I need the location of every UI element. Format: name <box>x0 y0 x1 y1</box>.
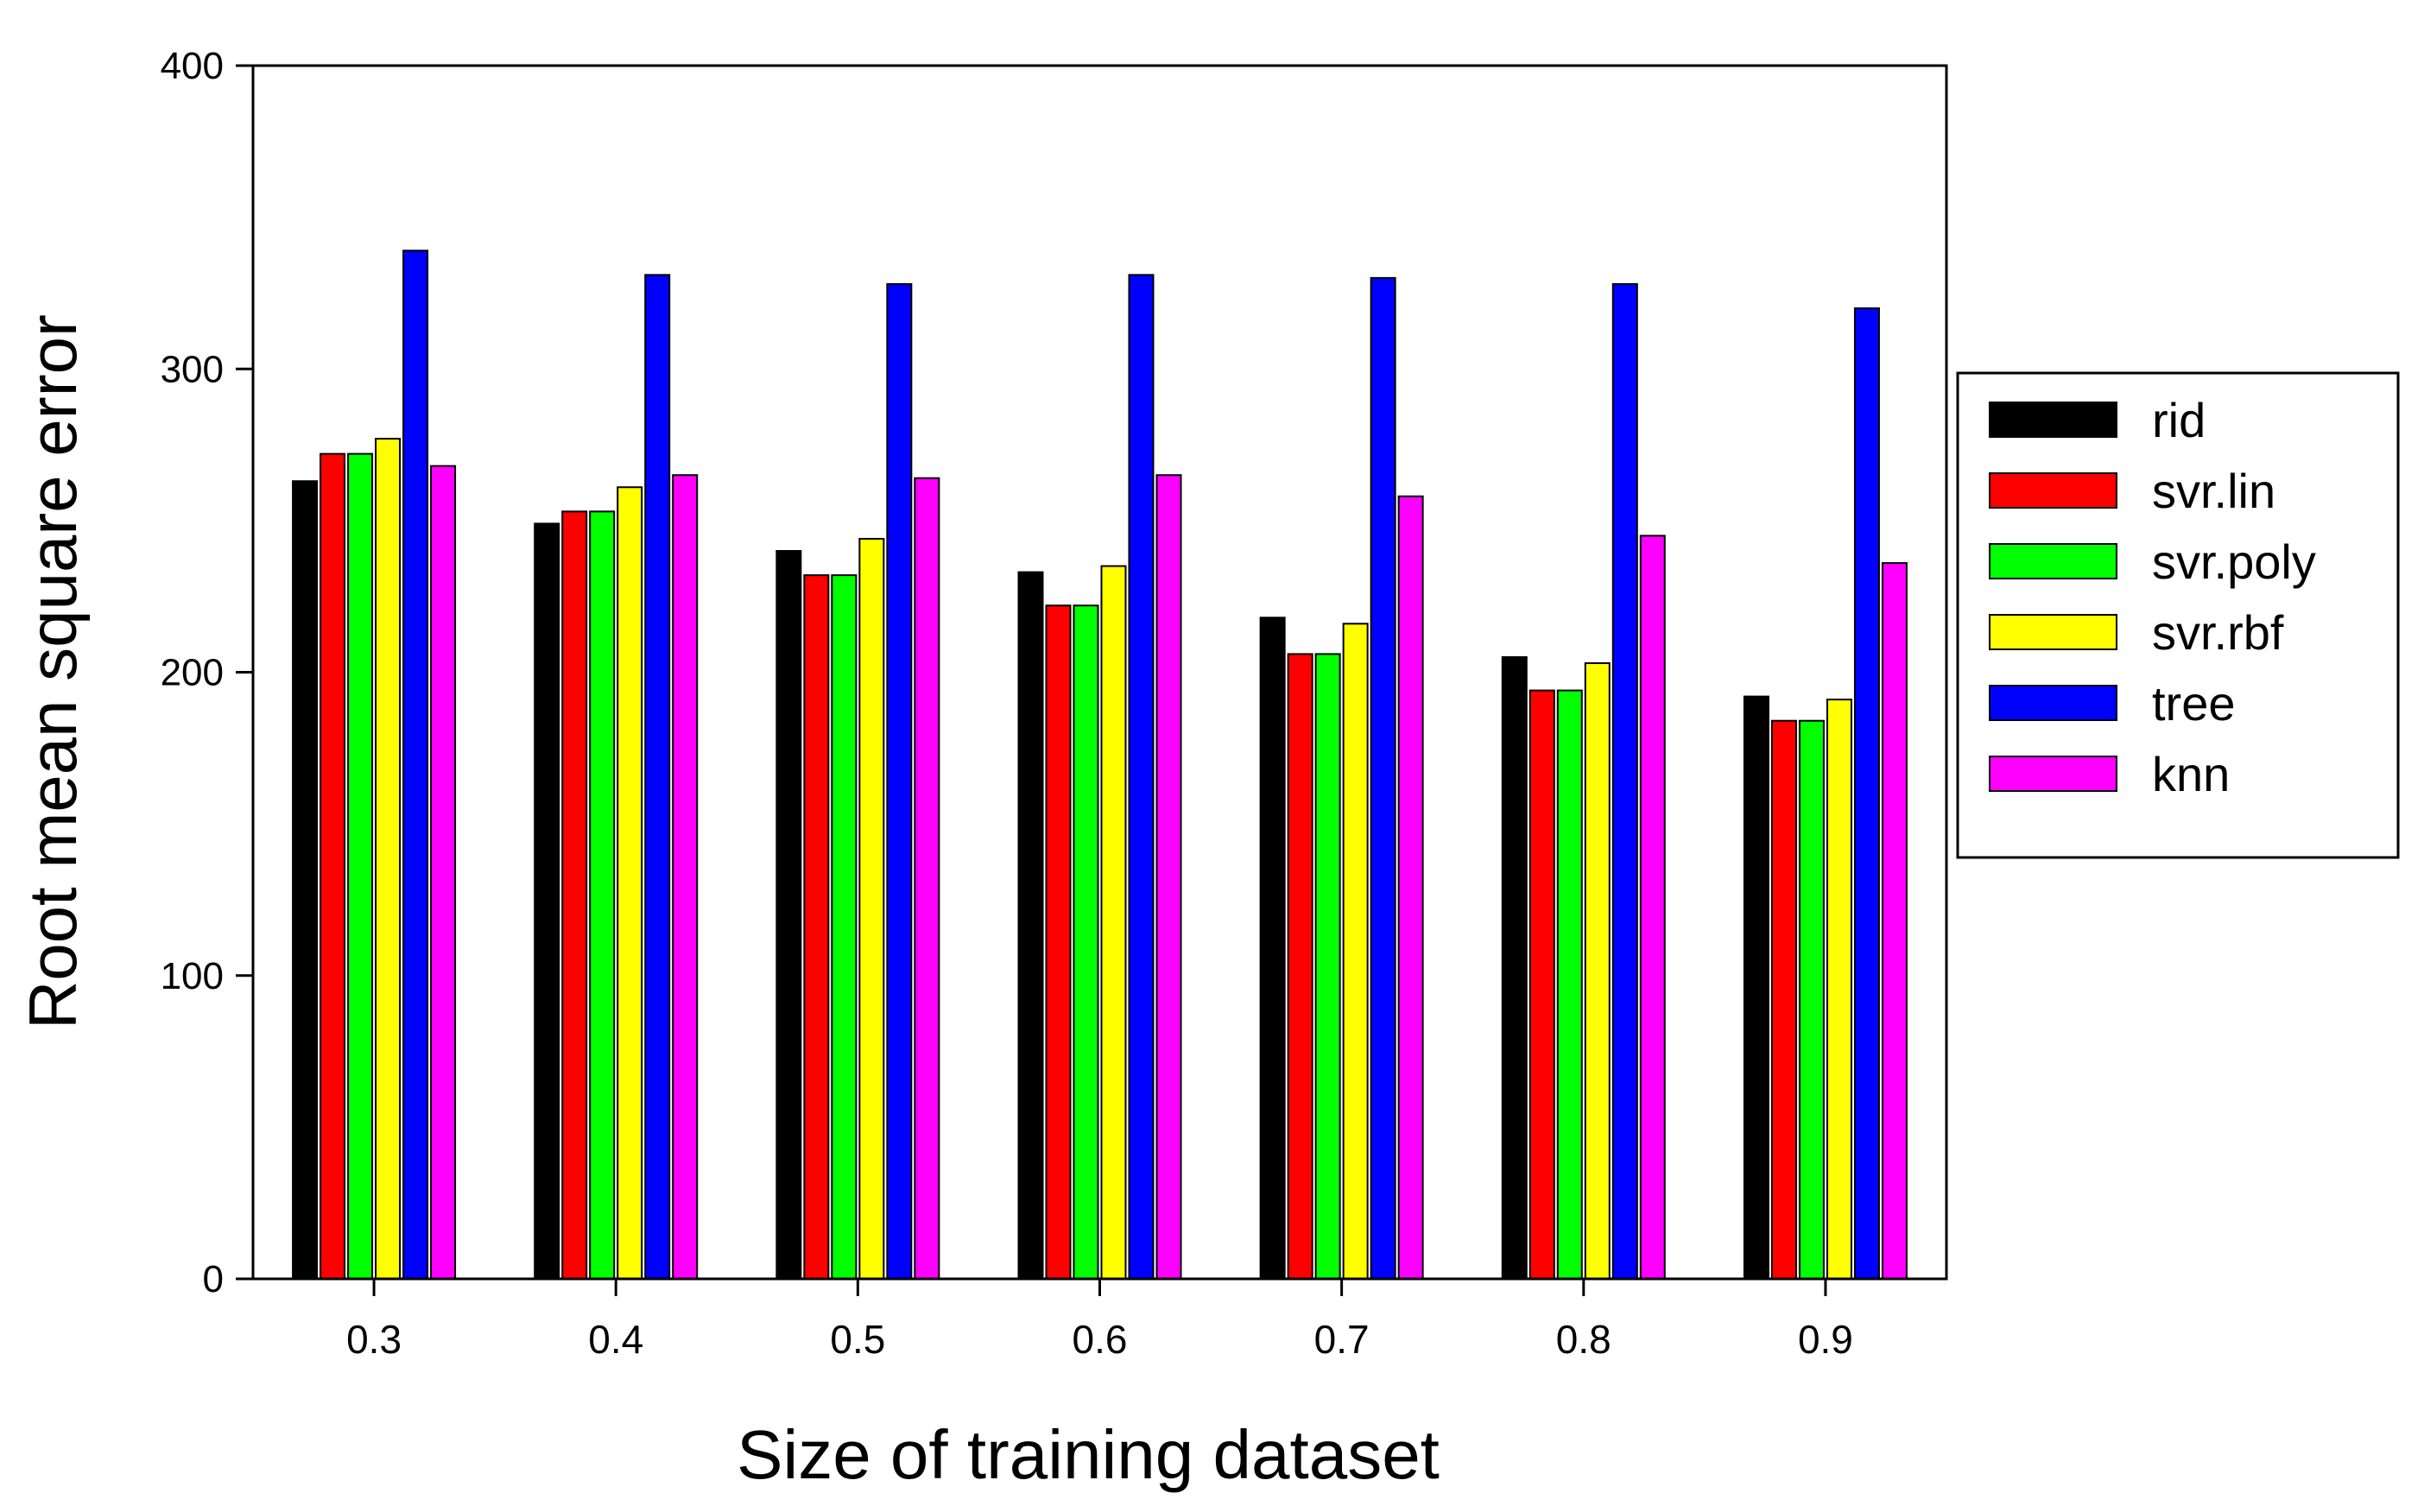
bar-svr-rbf-0-6 <box>1100 565 1127 1280</box>
x-tick-label: 0.9 <box>1798 1317 1853 1362</box>
legend-swatch-rid <box>1989 402 2117 438</box>
bar-rid-0-4 <box>534 522 560 1280</box>
bar-svr-rbf-0-3 <box>375 438 402 1281</box>
x-axis-title: Size of training dataset <box>737 1416 1440 1493</box>
bar-svr-lin-0-7 <box>1287 653 1313 1280</box>
bar-rid-0-6 <box>1017 571 1044 1280</box>
bar-svr-poly-0-3 <box>347 452 374 1280</box>
bar-svr-poly-0-9 <box>1798 719 1825 1280</box>
legend-swatch-svr-poly <box>1989 543 2117 579</box>
y-tick-label: 0 <box>203 1258 224 1300</box>
x-tick-label: 0.5 <box>830 1317 885 1362</box>
bar-rid-0-9 <box>1743 695 1769 1280</box>
bar-svr-rbf-0-8 <box>1584 661 1611 1280</box>
bar-tree-0-6 <box>1128 274 1155 1280</box>
legend-label-tree: tree <box>2152 676 2236 731</box>
bar-tree-0-8 <box>1611 282 1638 1280</box>
bars-layer <box>292 250 1908 1281</box>
y-axis: 0 100 200 300 400 <box>161 45 253 1300</box>
bar-svr-poly-0-8 <box>1556 689 1583 1280</box>
bar-rid-0-5 <box>775 550 802 1280</box>
bar-knn-0-3 <box>430 465 457 1280</box>
legend-label-rid: rid <box>2152 393 2206 447</box>
bar-knn-0-7 <box>1397 495 1424 1280</box>
x-tick-label: 0.3 <box>346 1317 402 1362</box>
bar-svr-lin-0-4 <box>561 510 588 1280</box>
legend-swatch-svr-lin <box>1989 472 2117 509</box>
bar-svr-lin-0-8 <box>1528 689 1555 1280</box>
legend: rid svr.lin svr.poly svr.rbf tree knn <box>1956 371 2400 859</box>
bar-svr-poly-0-7 <box>1314 653 1341 1280</box>
x-tick-label: 0.7 <box>1314 1317 1370 1362</box>
bar-svr-rbf-0-9 <box>1826 699 1852 1280</box>
bar-rid-0-8 <box>1501 655 1528 1280</box>
y-tick-label: 300 <box>161 348 224 390</box>
bar-svr-rbf-0-5 <box>858 537 885 1280</box>
bar-tree-0-4 <box>644 274 671 1280</box>
bar-knn-0-9 <box>1881 562 1908 1280</box>
bar-rid-0-7 <box>1259 617 1286 1280</box>
legend-items: rid svr.lin svr.poly svr.rbf tree knn <box>1989 393 2316 801</box>
bar-svr-lin-0-6 <box>1045 604 1072 1280</box>
bar-knn-0-8 <box>1639 535 1666 1280</box>
legend-label-svr-rbf: svr.rbf <box>2152 605 2284 660</box>
bar-svr-rbf-0-4 <box>617 486 643 1280</box>
bar-tree-0-7 <box>1370 276 1396 1280</box>
bar-knn-0-4 <box>672 474 699 1280</box>
y-tick-label: 100 <box>161 955 224 997</box>
legend-label-svr-poly: svr.poly <box>2152 535 2316 589</box>
bar-rid-0-3 <box>292 480 319 1280</box>
x-tick-label: 0.4 <box>588 1317 643 1362</box>
bar-svr-poly-0-5 <box>831 574 858 1280</box>
bar-svr-rbf-0-7 <box>1342 623 1369 1280</box>
bar-svr-lin-0-9 <box>1770 719 1797 1280</box>
bar-svr-lin-0-3 <box>320 452 346 1280</box>
bar-svr-poly-0-6 <box>1073 604 1099 1280</box>
bar-tree-0-3 <box>402 250 429 1281</box>
legend-swatch-tree <box>1989 685 2117 721</box>
y-axis-title: Root mean square error <box>15 314 91 1029</box>
bar-knn-0-5 <box>914 477 940 1280</box>
legend-swatch-svr-rbf <box>1989 614 2117 650</box>
legend-swatch-knn <box>1989 756 2117 792</box>
x-axis: 0.3 0.4 0.5 0.6 0.7 0.8 0.9 <box>346 1279 1853 1362</box>
bar-svr-lin-0-5 <box>803 574 830 1280</box>
legend-label-knn: knn <box>2152 747 2230 801</box>
y-tick-label: 400 <box>161 45 224 87</box>
legend-label-svr-lin: svr.lin <box>2152 464 2275 518</box>
bar-tree-0-5 <box>886 282 913 1280</box>
x-tick-label: 0.8 <box>1556 1317 1611 1362</box>
bar-knn-0-6 <box>1155 474 1182 1280</box>
bar-svr-poly-0-4 <box>589 510 616 1280</box>
y-tick-label: 200 <box>161 652 224 694</box>
bar-tree-0-9 <box>1853 307 1880 1280</box>
x-tick-label: 0.6 <box>1073 1317 1128 1362</box>
